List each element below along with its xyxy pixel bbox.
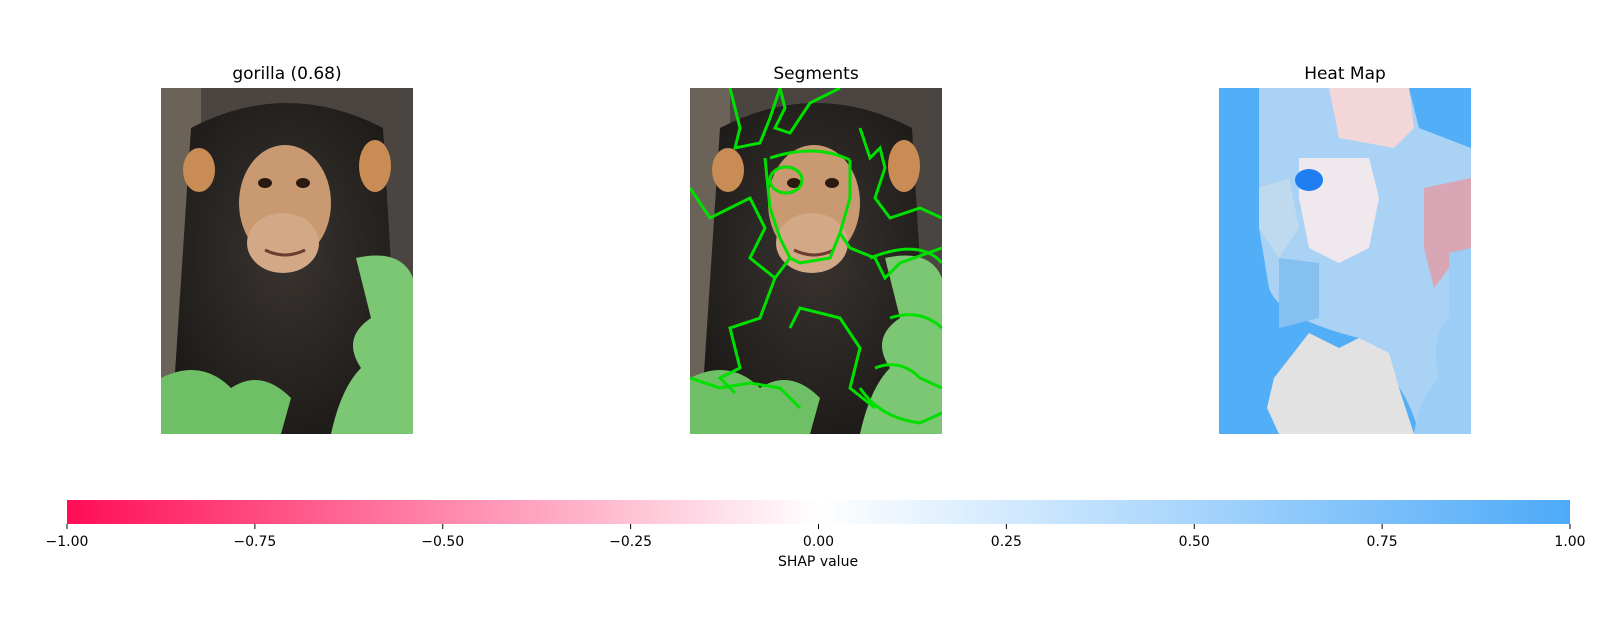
colorbar-tick-label: 1.00 [1554,534,1585,550]
colorbar-tick-label: −0.50 [421,534,464,550]
panel-title-segments: Segments [773,64,859,84]
colorbar-tick-label: 0.75 [1367,534,1398,550]
colorbar-ticks: −1.00 −0.75 −0.50 −0.25 0.00 0.25 0.50 0.75 1.00 [46,524,1586,550]
shap-colorbar: −1.00 −0.75 −0.50 −0.25 0.00 0.25 0.50 0.75 1.00… [46,500,1586,570]
colorbar-tick-label: 0.50 [1179,534,1210,550]
colorbar-tick-label: −1.00 [46,534,89,550]
colorbar-tick-label: −0.25 [609,534,652,550]
panel-title-prediction: gorilla (0.68) [232,64,342,84]
colorbar-tick-label: 0.00 [803,534,834,550]
panel-title-heat-map: Heat Map [1304,64,1386,84]
segments-image [690,88,942,434]
colorbar-tick-label: −0.75 [233,534,276,550]
chimpanzee-image [161,88,413,434]
colorbar-axis-label: SHAP value [778,554,858,570]
segment-outlines [690,88,942,425]
colorbar-tick-label: 0.25 [991,534,1022,550]
colorbar-gradient [67,500,1570,524]
heat-map-image [1219,88,1471,434]
